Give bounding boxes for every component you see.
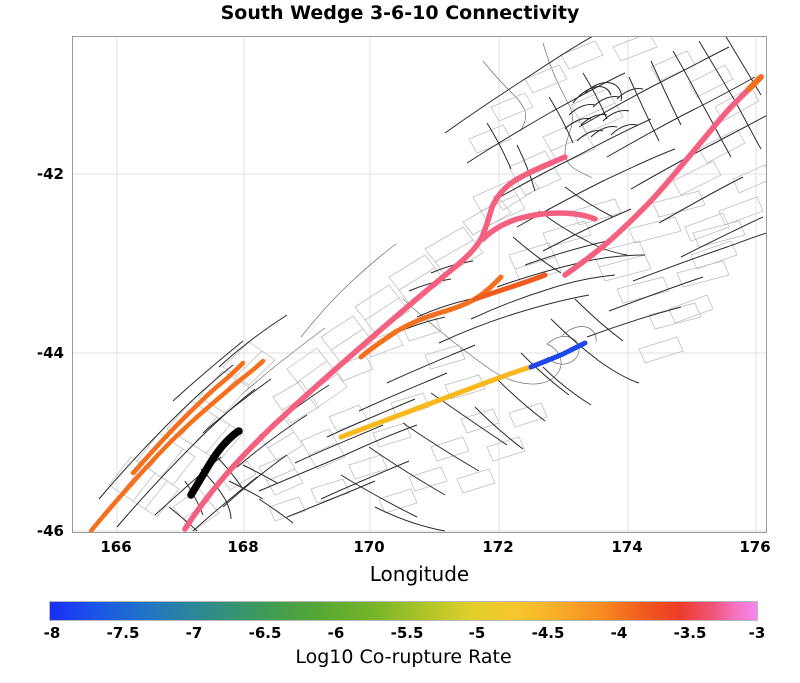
coloured-fault-traces xyxy=(88,74,764,532)
fault-awatere xyxy=(338,364,534,440)
colorbar-tick-label: -7 xyxy=(185,624,203,642)
fault-fiordland-inner xyxy=(130,360,246,476)
xtick-label: 176 xyxy=(739,538,771,556)
xtick-label: 168 xyxy=(227,538,259,556)
colorbar-tick-label: -7.5 xyxy=(106,624,140,642)
ytick-label: -42 xyxy=(36,165,64,183)
colorbar-tick-label: -3 xyxy=(748,624,766,642)
colorbar-tick-label: -6 xyxy=(327,624,345,642)
fault-alpine-upper xyxy=(480,210,598,242)
fault-wairau-blue xyxy=(528,340,588,370)
colorbar-title: Log10 Co-rupture Rate xyxy=(295,646,512,668)
fault-fiordland-outer xyxy=(88,358,266,532)
colorbar[interactable] xyxy=(49,601,758,621)
fault-alpine-northeast xyxy=(562,84,754,278)
gridlines xyxy=(73,37,766,532)
fault-alpine-ne-tip xyxy=(746,74,764,92)
colorbar-tick-label: -5.5 xyxy=(390,624,424,642)
ytick-label: -46 xyxy=(36,522,64,540)
colorbar-tick-label: -8 xyxy=(43,624,61,642)
colorbar-tick-label: -3.5 xyxy=(673,624,707,642)
xtick-label: 170 xyxy=(353,538,385,556)
coastline-outlines xyxy=(240,42,597,396)
map-plot-area[interactable] xyxy=(72,36,767,533)
colorbar-gradient xyxy=(50,602,757,620)
fault-source-black xyxy=(187,427,243,499)
fault-alpine-main xyxy=(182,154,568,532)
colorbar-tick-label: -5 xyxy=(468,624,486,642)
fault-hope-clarence-east xyxy=(472,272,548,302)
map-svg xyxy=(73,37,766,532)
xtick-label: 174 xyxy=(611,538,643,556)
ytick-label: -44 xyxy=(36,344,64,362)
colorbar-tick-label: -6.5 xyxy=(248,624,282,642)
fault-hope-clarence xyxy=(358,274,504,360)
colorbar-tick-label: -4 xyxy=(610,624,628,642)
x-axis-label: Longitude xyxy=(369,562,470,586)
colorbar-tick-label: -4.5 xyxy=(531,624,565,642)
xtick-label: 166 xyxy=(100,538,132,556)
page-title: South Wedge 3-6-10 Connectivity xyxy=(220,2,580,24)
xtick-label: 172 xyxy=(482,538,514,556)
